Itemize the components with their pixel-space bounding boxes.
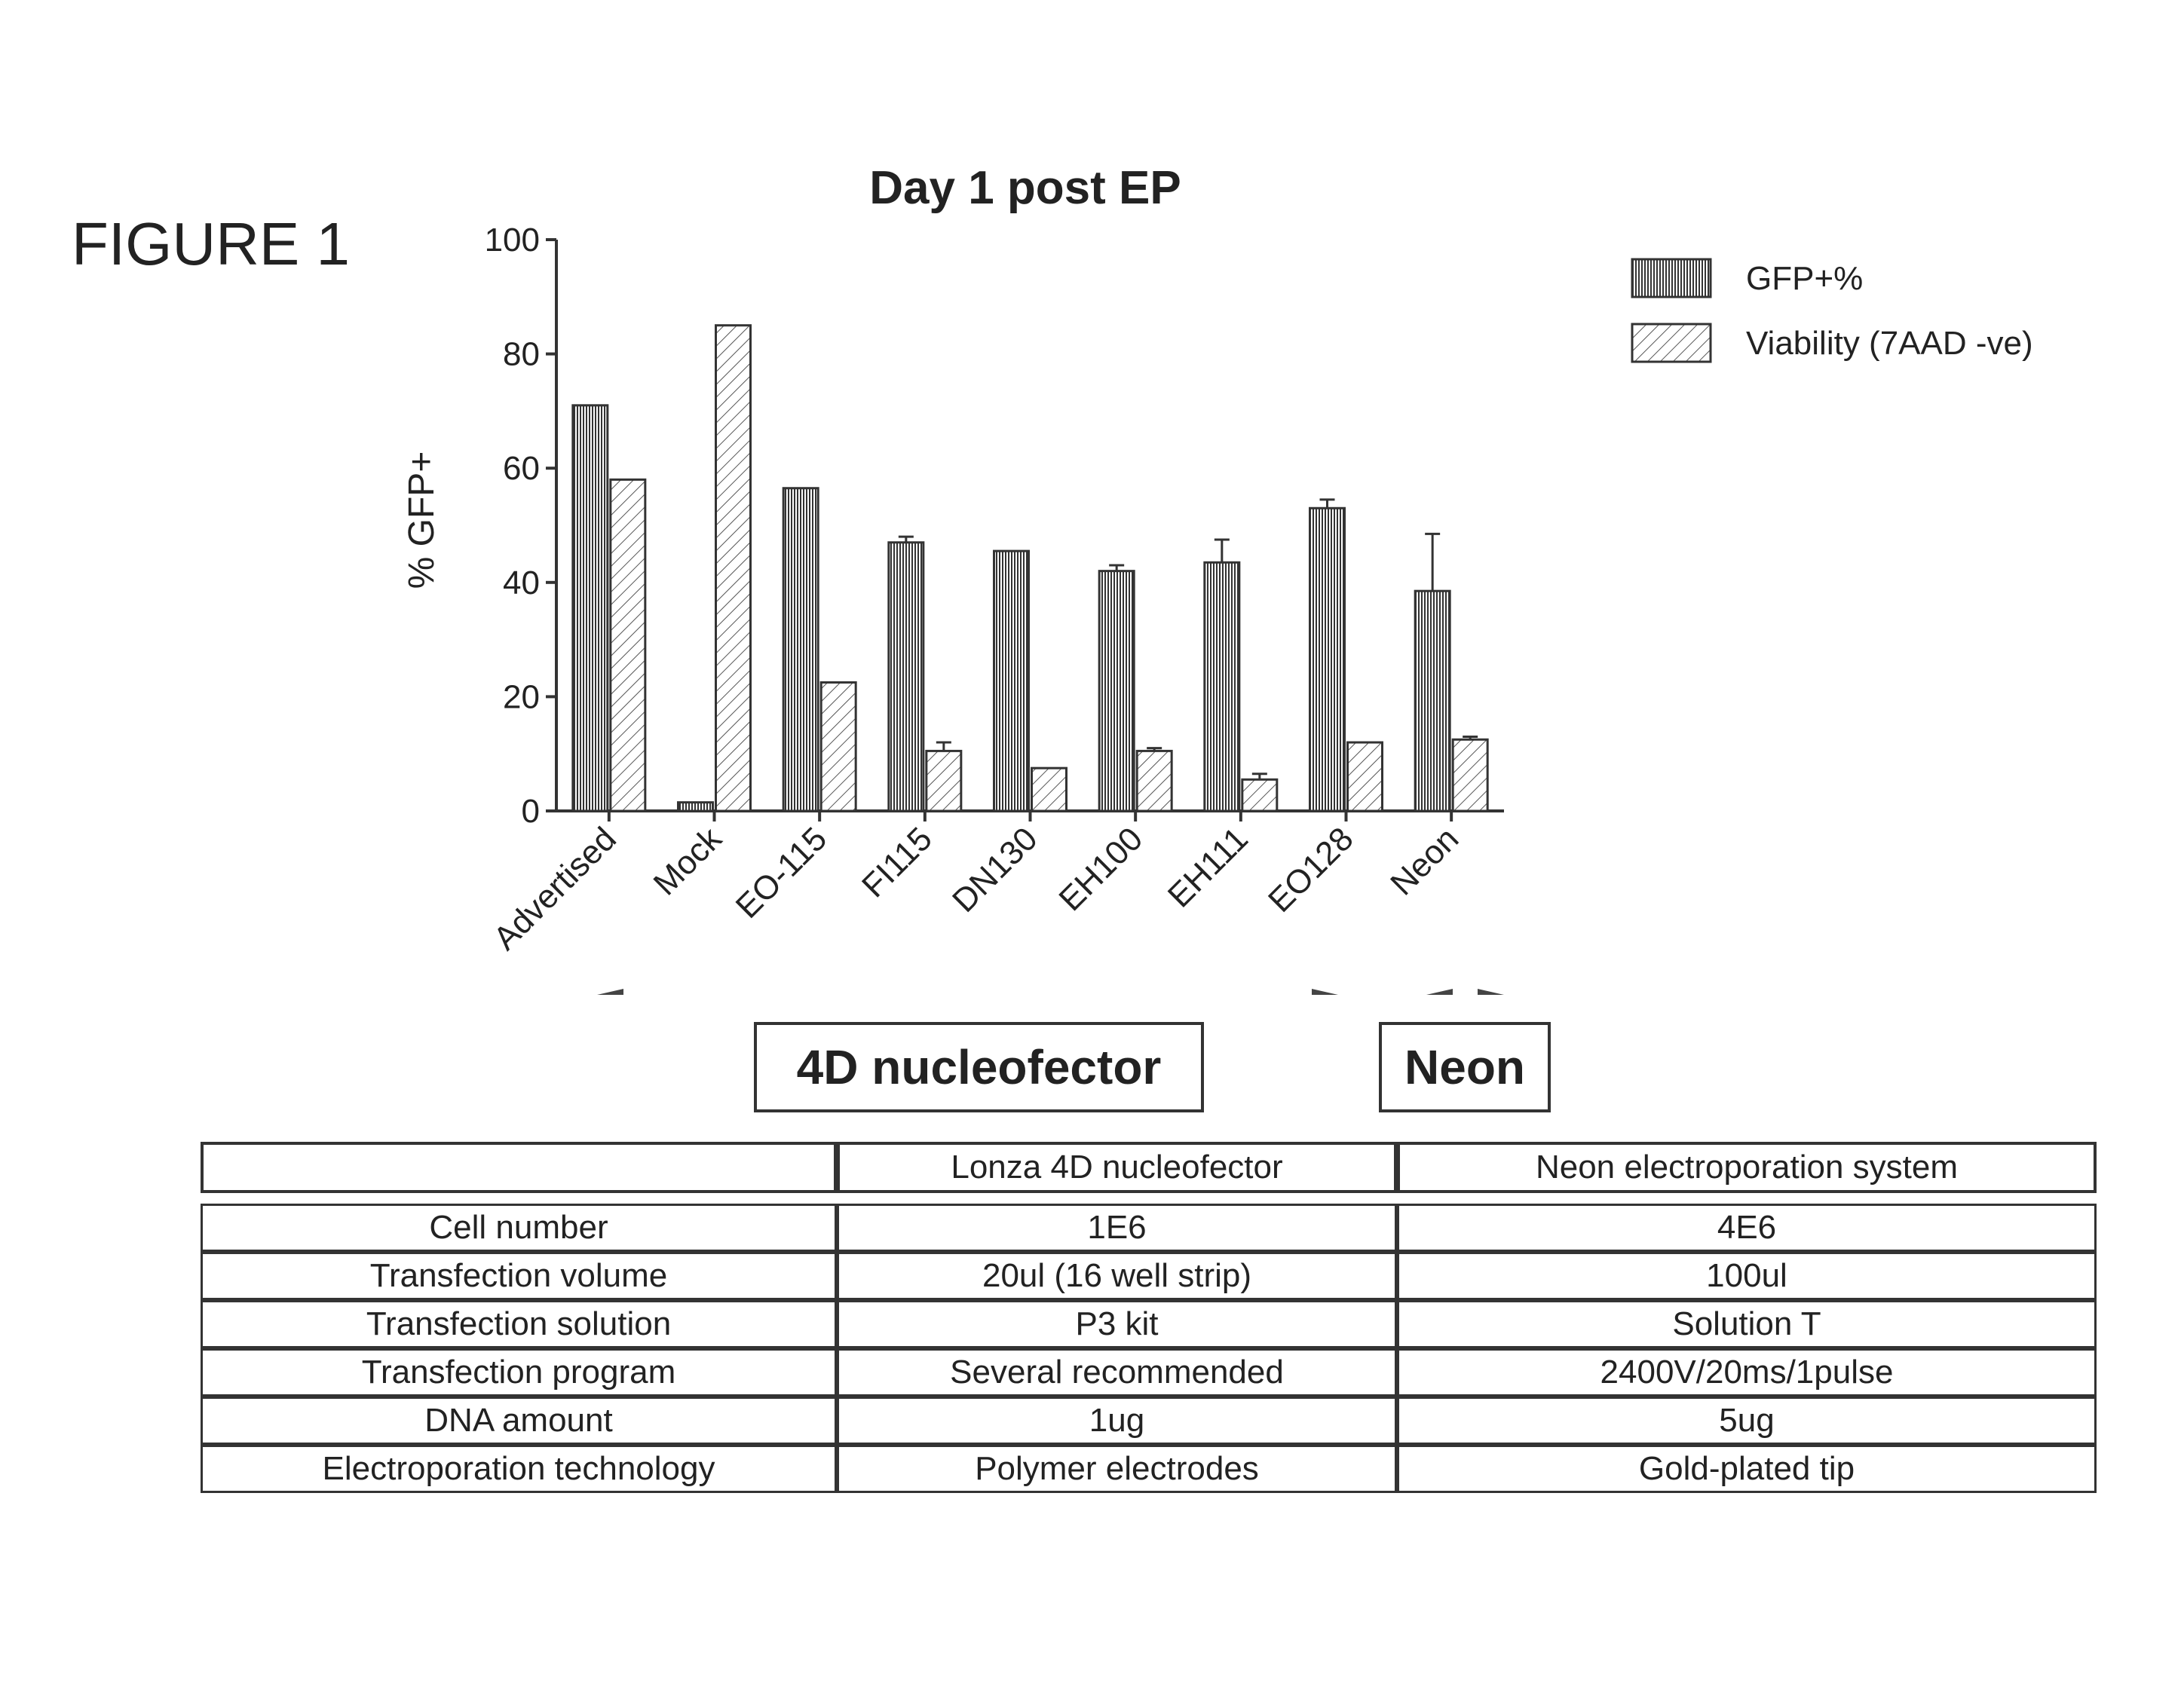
x-tick-label: DN130 <box>945 820 1044 919</box>
bar-gfp <box>1205 562 1239 811</box>
y-tick-label: 40 <box>503 564 540 601</box>
table-cell: Transfection volume <box>201 1252 837 1300</box>
table-cell: Polymer electrodes <box>837 1445 1397 1493</box>
table-cell: Transfection solution <box>201 1300 837 1348</box>
table-row: Electroporation technologyPolymer electr… <box>201 1445 2097 1493</box>
table-cell: DNA amount <box>201 1397 837 1445</box>
table-cell: 2400V/20ms/1pulse <box>1397 1348 2097 1397</box>
table-spacer <box>201 1193 2097 1204</box>
table-cell: P3 kit <box>837 1300 1397 1348</box>
x-tick-label: Advertised <box>486 820 623 957</box>
arrow-4d-nucleofector-head-left <box>571 989 623 995</box>
x-tick-label: Neon <box>1383 820 1466 902</box>
bar-viability <box>1453 739 1487 811</box>
bar-gfp <box>1099 571 1134 811</box>
legend-swatch-viability <box>1632 324 1711 362</box>
y-tick-label: 0 <box>522 793 540 830</box>
table-row: Transfection solutionP3 kitSolution T <box>201 1300 2097 1348</box>
table-cell: Cell number <box>201 1204 837 1252</box>
table-cell: Transfection program <box>201 1348 837 1397</box>
table-row: Cell number1E64E6 <box>201 1204 2097 1252</box>
table-cell: Solution T <box>1397 1300 2097 1348</box>
table-cell: 1E6 <box>837 1204 1397 1252</box>
table-cell: Gold-plated tip <box>1397 1445 2097 1493</box>
bar-gfp <box>573 405 608 811</box>
x-tick-labels: Advertised MockEO-115FI115DN130EH100EH111… <box>486 820 1466 957</box>
bar-viability <box>821 682 856 811</box>
table-cell: 5ug <box>1397 1397 2097 1445</box>
y-axis-label: % GFP+ <box>402 451 442 589</box>
arrow-neon-head-right <box>1478 989 1530 995</box>
bar-chart: Day 1 post EP % GFP+ 0 20 40 60 80 100 Advert… <box>0 0 2184 995</box>
table-cell: 100ul <box>1397 1252 2097 1300</box>
legend: GFP+% Viability (7AAD -ve) <box>1632 259 2033 362</box>
x-tick-label: EO128 <box>1261 820 1361 919</box>
x-tick-label: Mock <box>647 820 730 903</box>
comparison-table: Lonza 4D nucleofectorNeon electroporatio… <box>201 1142 2097 1493</box>
table-row: Transfection volume20ul (16 well strip)1… <box>201 1252 2097 1300</box>
legend-swatch-gfp <box>1632 259 1711 297</box>
bar-viability <box>1348 742 1383 811</box>
bar-viability <box>1032 768 1067 811</box>
y-tick-label: 80 <box>503 336 540 373</box>
chart-title: Day 1 post EP <box>869 162 1181 214</box>
bar-gfp <box>1415 591 1450 811</box>
bar-gfp <box>889 543 924 811</box>
group-arrows <box>571 989 1530 995</box>
bars <box>573 326 1487 811</box>
bar-gfp <box>994 551 1029 811</box>
x-tick-label: EH111 <box>1161 820 1255 914</box>
table-cell: 1ug <box>837 1397 1397 1445</box>
legend-label-viability: Viability (7AAD -ve) <box>1746 325 2033 362</box>
x-tick-label: FI115 <box>855 820 939 904</box>
bar-viability <box>927 751 961 811</box>
x-tick-label: EH100 <box>1052 820 1150 918</box>
table-cell: Neon electroporation system <box>1397 1142 2097 1193</box>
table-row: DNA amount1ug5ug <box>201 1397 2097 1445</box>
bar-viability <box>1137 751 1172 811</box>
table-cell <box>201 1142 837 1193</box>
table-cell: Several recommended <box>837 1348 1397 1397</box>
table-cell: Electroporation technology <box>201 1445 837 1493</box>
bar-viability <box>1242 779 1277 811</box>
group-label-4d-nucleofector: 4D nucleofector <box>754 1022 1204 1112</box>
arrow-neon-head-left <box>1400 989 1453 995</box>
y-tick-label: 60 <box>503 450 540 487</box>
bar-gfp <box>1310 508 1345 811</box>
group-label-neon: Neon <box>1379 1022 1551 1112</box>
bar-viability <box>611 479 645 811</box>
x-tick-label: EO-115 <box>729 820 835 926</box>
bar-gfp <box>783 488 818 811</box>
table-cell: Lonza 4D nucleofector <box>837 1142 1397 1193</box>
table-row: Transfection programSeveral recommended2… <box>201 1348 2097 1397</box>
table-header-row: Lonza 4D nucleofectorNeon electroporatio… <box>201 1142 2097 1193</box>
y-tick-label: 20 <box>503 678 540 715</box>
bar-viability <box>716 326 751 811</box>
table-cell: 20ul (16 well strip) <box>837 1252 1397 1300</box>
bar-gfp <box>678 803 713 811</box>
y-tick-label: 100 <box>485 222 540 259</box>
table-cell: 4E6 <box>1397 1204 2097 1252</box>
arrow-4d-nucleofector-head-right <box>1312 989 1365 995</box>
legend-label-gfp: GFP+% <box>1746 260 1863 297</box>
